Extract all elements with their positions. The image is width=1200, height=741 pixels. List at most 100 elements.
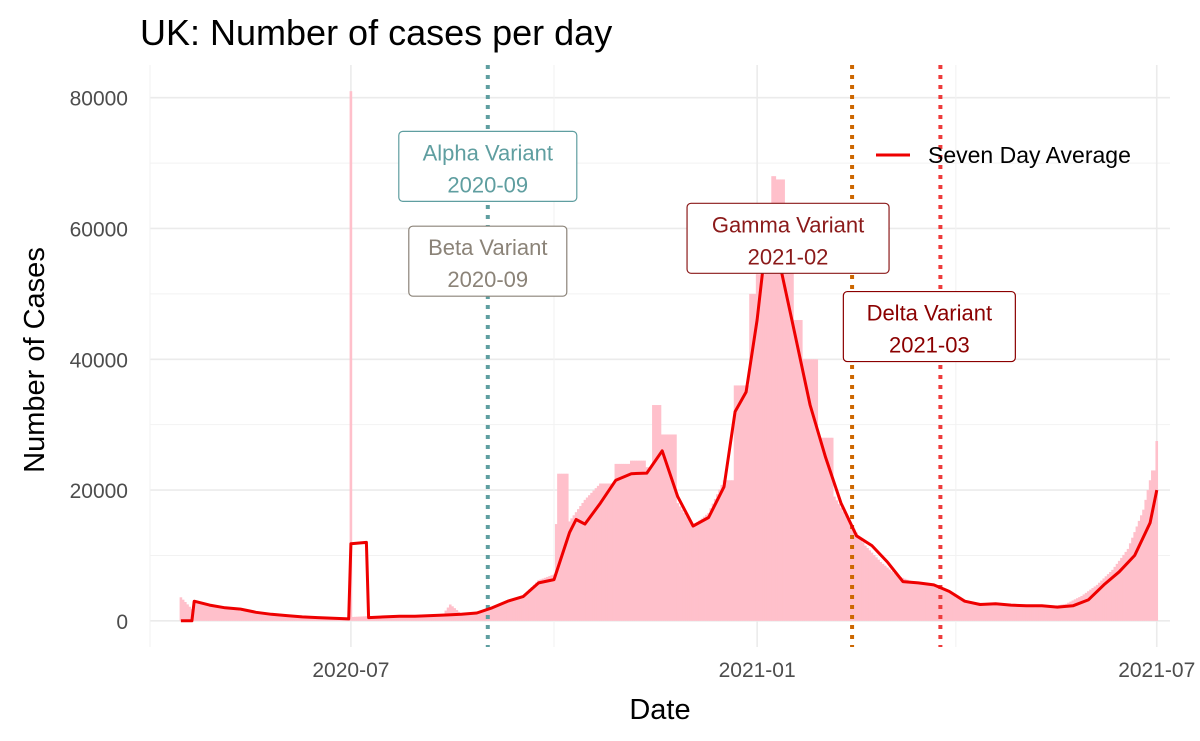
daily-case-bar — [292, 615, 295, 621]
daily-case-bar — [519, 596, 523, 621]
daily-case-bar — [539, 579, 543, 621]
variant-annotation: Alpha Variant 2020-09 — [398, 130, 578, 202]
daily-case-bar — [433, 614, 437, 621]
daily-case-bar — [418, 615, 421, 621]
daily-case-bar — [824, 437, 827, 621]
daily-case-bar — [841, 511, 845, 621]
daily-case-bar — [524, 593, 527, 621]
daily-case-bar — [1106, 574, 1110, 621]
daily-case-bar — [1031, 607, 1035, 621]
daily-case-bar — [420, 615, 423, 621]
daily-case-bar — [1124, 551, 1128, 621]
daily-case-bar — [685, 516, 688, 621]
daily-case-bar — [530, 587, 534, 621]
daily-case-bar — [649, 467, 653, 621]
daily-case-bar — [448, 604, 452, 621]
daily-case-bar — [747, 385, 750, 621]
daily-case-bar — [892, 573, 896, 621]
daily-case-bar — [612, 483, 615, 621]
y-tick-label: 80000 — [70, 88, 128, 111]
daily-case-bar — [1000, 604, 1004, 621]
daily-case-bar — [232, 609, 236, 621]
daily-case-bar — [515, 597, 518, 621]
daily-case-bar — [274, 614, 278, 621]
daily-case-bar — [1111, 569, 1114, 621]
daily-case-bar — [407, 615, 410, 621]
daily-case-bar — [287, 615, 291, 621]
daily-case-bar — [1062, 604, 1066, 621]
daily-case-bar — [676, 503, 679, 621]
daily-case-bar — [751, 293, 755, 621]
daily-case-bar — [565, 473, 569, 621]
daily-case-bar — [1078, 597, 1081, 621]
x-tick-label: 2021-01 — [719, 659, 796, 682]
daily-case-bar — [1122, 554, 1125, 621]
daily-case-bar — [976, 602, 980, 621]
daily-case-bar — [497, 605, 501, 621]
daily-case-bar — [890, 571, 894, 621]
daily-case-bar — [852, 529, 856, 621]
daily-case-bar — [930, 584, 933, 621]
daily-case-bar — [883, 565, 887, 621]
daily-case-bar — [431, 614, 434, 621]
daily-case-bar — [610, 483, 613, 621]
daily-case-bar — [1151, 470, 1154, 621]
annotation-variant-name: Alpha Variant — [423, 140, 553, 165]
daily-case-bar — [252, 612, 256, 621]
daily-case-bar — [713, 498, 717, 621]
daily-case-bar — [1025, 606, 1028, 621]
daily-case-bar — [808, 359, 812, 621]
daily-case-bar — [972, 602, 975, 621]
annotation-box — [408, 225, 568, 297]
plot-grid — [149, 65, 1170, 647]
daily-case-bar — [786, 261, 790, 621]
daily-case-bar — [941, 588, 944, 621]
daily-case-bar — [237, 610, 240, 621]
daily-case-bar — [283, 614, 286, 621]
daily-case-bar — [384, 616, 388, 621]
daily-case-bar — [1007, 605, 1011, 621]
daily-case-bar — [830, 437, 834, 621]
daily-case-bar — [499, 604, 503, 621]
daily-case-bar — [850, 526, 854, 621]
daily-case-bar — [404, 615, 408, 621]
daily-case-bar — [1067, 602, 1070, 621]
daily-case-bar — [1093, 586, 1097, 621]
daily-case-bar — [532, 584, 536, 621]
daily-case-bar — [643, 460, 646, 621]
daily-case-bar — [603, 483, 607, 621]
daily-case-bar — [877, 559, 880, 621]
daily-case-bar — [221, 606, 225, 621]
daily-case-bar — [1115, 563, 1119, 621]
legend-label: Seven Day Average — [928, 142, 1131, 168]
daily-case-bar — [1053, 605, 1057, 621]
daily-case-bar — [632, 460, 635, 621]
daily-case-bar — [784, 261, 788, 621]
daily-case-bar — [391, 616, 395, 621]
daily-case-bar — [415, 615, 419, 621]
daily-case-bar — [680, 509, 684, 621]
daily-case-bar — [1073, 599, 1077, 621]
daily-case-bar — [621, 463, 624, 621]
daily-case-bar — [910, 581, 913, 621]
daily-case-bar — [987, 603, 991, 621]
daily-case-bar — [1120, 557, 1123, 621]
daily-case-bar — [656, 405, 660, 621]
daily-case-bar — [208, 605, 211, 621]
daily-case-bar — [506, 600, 509, 621]
daily-case-bar — [950, 593, 953, 621]
average-lines — [180, 236, 1159, 623]
daily-case-bar — [660, 434, 664, 621]
daily-case-bar — [526, 591, 529, 621]
daily-case-bar — [579, 506, 582, 621]
daily-case-bar — [1045, 606, 1048, 621]
daily-case-bar — [749, 293, 752, 621]
daily-case-bar — [400, 616, 403, 621]
daily-case-bar — [541, 578, 545, 621]
daily-case-bar — [868, 550, 872, 621]
daily-case-bar — [294, 615, 298, 621]
daily-case-bar — [682, 512, 686, 621]
daily-case-bar — [466, 613, 470, 621]
daily-case-bar — [671, 434, 675, 621]
daily-case-bar — [996, 603, 1000, 621]
